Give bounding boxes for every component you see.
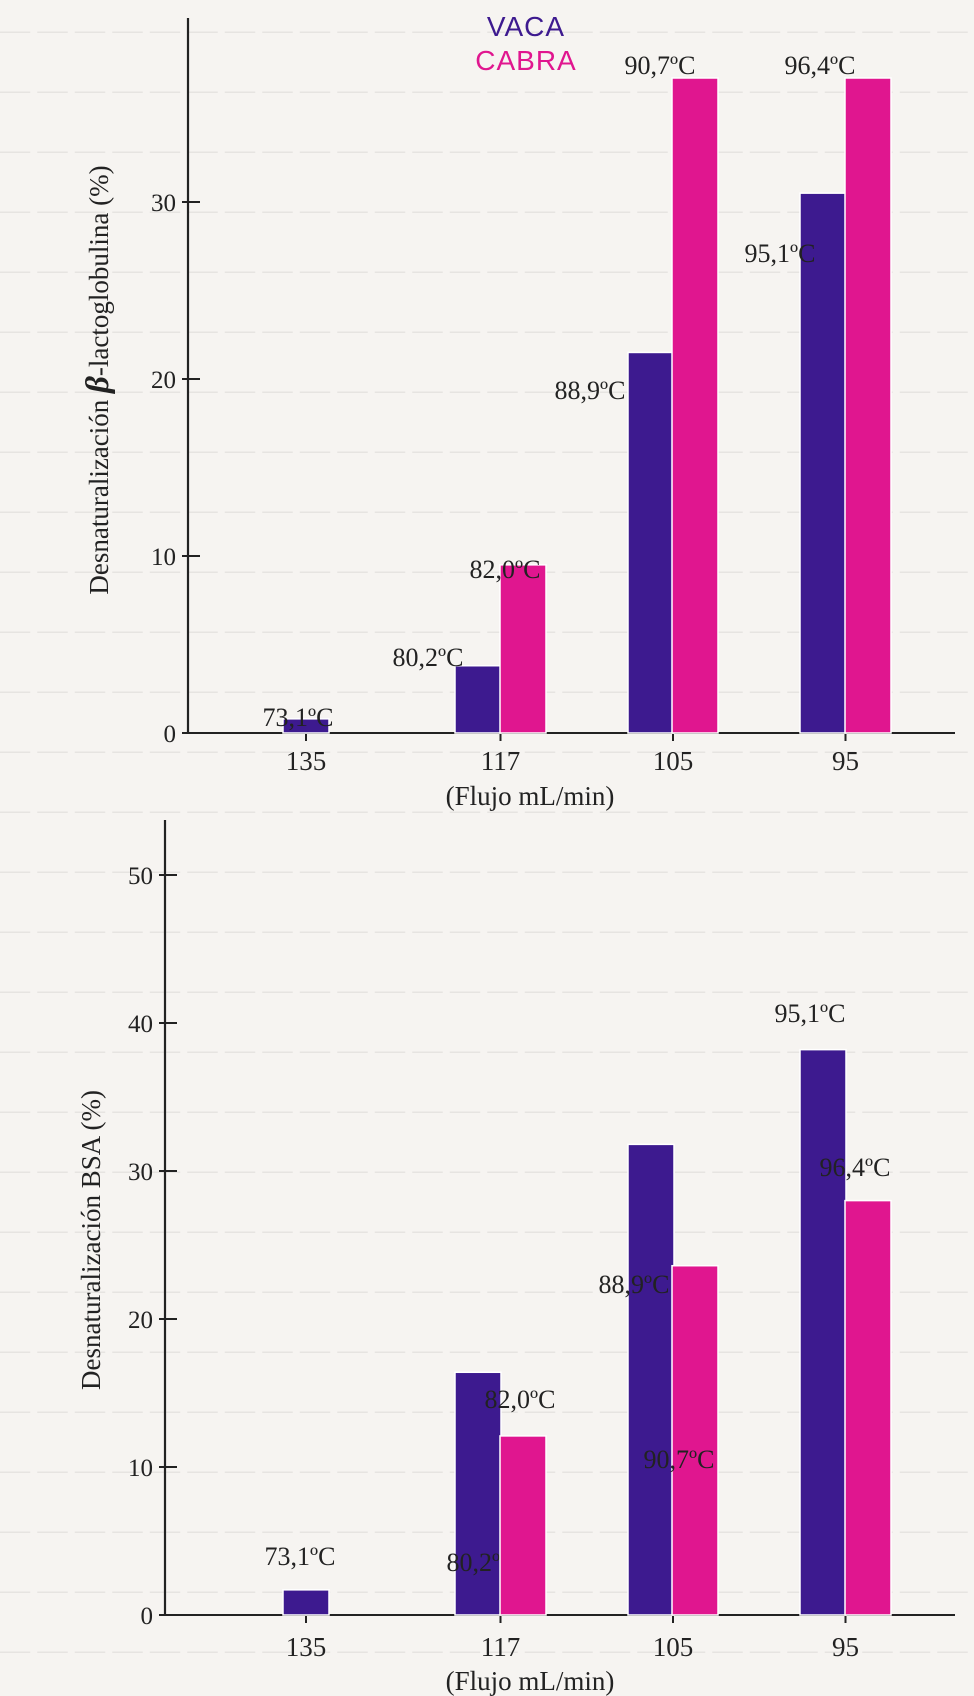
bar-vaca-105 — [627, 351, 675, 734]
bar-cabra-117 — [499, 564, 547, 734]
x-tick-label: 117 — [481, 746, 521, 776]
data-label-vaca: 73,1ºC — [265, 1542, 336, 1571]
data-label-vaca: 95,1ºC — [745, 239, 816, 268]
bar-vaca-95 — [799, 192, 847, 734]
bar-vaca-105 — [627, 1143, 675, 1616]
data-label-cabra: 96,4ºC — [785, 51, 856, 80]
y-tick-label: 50 — [128, 863, 153, 890]
bar-cabra-95 — [844, 1199, 892, 1616]
data-label-vaca: 80,2ºC — [393, 643, 464, 672]
y-tick-label: 40 — [128, 1011, 153, 1038]
y-tick-label: 0 — [164, 721, 177, 748]
chart-beta-lactoglobulin: 0 10 20 30 Desnaturalización β-lactoglobulin… — [80, 18, 955, 811]
data-label-cabra: 96,4ºC — [820, 1153, 891, 1182]
bar-vaca-117 — [454, 1371, 502, 1616]
data-label-cabra: 90,7ºC — [644, 1445, 715, 1474]
y-axis-label-suffix: -lactoglobulina (%) — [84, 165, 114, 376]
x-tick-label: 117 — [481, 1632, 521, 1662]
bar-vaca-95 — [799, 1048, 847, 1616]
bar-cabra-105 — [671, 1264, 719, 1616]
x-axis-label: (Flujo mL/min) — [446, 1666, 615, 1696]
x-tick-label: 105 — [653, 746, 694, 776]
data-label-cabra: 82,0ºC — [485, 1385, 556, 1414]
bar-cabra-105 — [671, 77, 719, 734]
legend-entry-vaca: VACA — [487, 11, 565, 42]
data-label-cabra: 82,0ºC — [470, 555, 541, 584]
x-tick-label: 95 — [832, 1632, 859, 1662]
legend-entry-cabra: CABRA — [475, 45, 576, 76]
y-axis-label-prefix: Desnaturalización — [84, 393, 114, 595]
bar-vaca-135 — [282, 1589, 330, 1616]
y-tick-label: 20 — [128, 1307, 153, 1334]
data-label-vaca: 73,1ºC — [263, 703, 334, 732]
y-tick-label: 10 — [151, 544, 176, 571]
bar-vaca-117 — [454, 664, 502, 734]
x-tick-label: 135 — [286, 746, 327, 776]
data-label-vaca: 88,9ºC — [599, 1270, 670, 1299]
x-axis-label: (Flujo mL/min) — [446, 781, 615, 811]
chart-bsa: 0 10 20 30 40 50 Desnaturalización BSA (%) 135 1… — [76, 820, 955, 1696]
y-axis-label: Desnaturalización BSA (%) — [76, 1090, 106, 1390]
bar-vaca-135 — [282, 718, 330, 734]
bar-cabra-95 — [844, 77, 892, 734]
data-label-vaca: 95,1ºC — [775, 999, 846, 1028]
y-tick-label: 30 — [128, 1159, 153, 1186]
x-tick-label: 105 — [653, 1632, 694, 1662]
y-tick-label: 30 — [151, 190, 176, 217]
x-tick-label: 135 — [286, 1632, 327, 1662]
y-tick-label: 10 — [128, 1455, 153, 1482]
data-label-vaca: 88,9ºC — [555, 376, 626, 405]
data-label-cabra: 90,7ºC — [625, 51, 696, 80]
y-tick-label: 0 — [141, 1603, 154, 1630]
bar-cabra-117 — [499, 1435, 547, 1616]
y-tick-label: 20 — [151, 367, 176, 394]
x-tick-label: 95 — [832, 746, 859, 776]
y-axis-label: Desnaturalización β-lactoglobulina (%) — [80, 165, 116, 594]
y-axis-label-symbol: β — [80, 376, 116, 395]
